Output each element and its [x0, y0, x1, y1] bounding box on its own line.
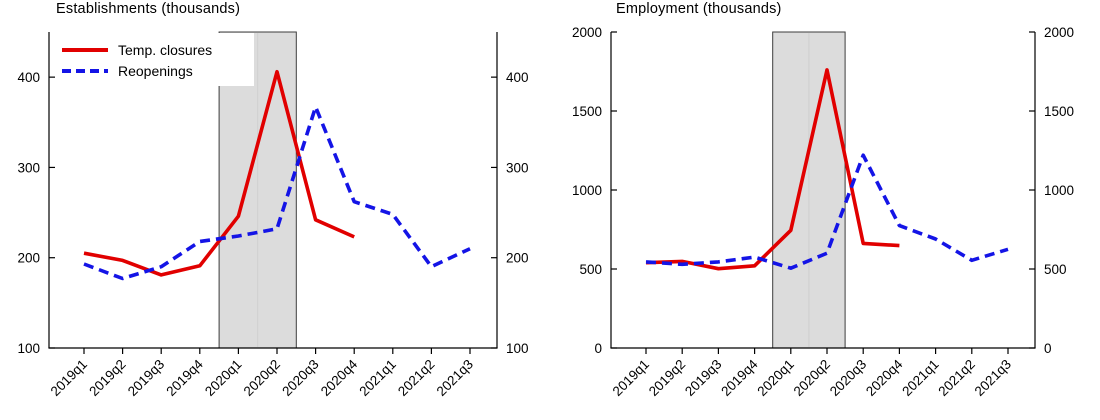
svg-text:2019q3: 2019q3 [682, 357, 724, 399]
svg-text:1000: 1000 [572, 183, 602, 198]
svg-text:2000: 2000 [1044, 25, 1074, 40]
svg-text:2021q3: 2021q3 [434, 357, 476, 399]
svg-text:2021q1: 2021q1 [356, 357, 398, 399]
svg-text:2019q1: 2019q1 [48, 357, 90, 399]
svg-text:2019q3: 2019q3 [125, 357, 167, 399]
svg-text:2020q3: 2020q3 [279, 357, 321, 399]
legend: Temp. closures Reopenings [56, 33, 254, 86]
svg-text:2020q1: 2020q1 [754, 357, 796, 399]
svg-text:1500: 1500 [572, 104, 602, 119]
legend-item-temp-closures: Temp. closures [62, 39, 250, 60]
svg-text:2019q2: 2019q2 [646, 357, 688, 399]
legend-item-reopenings: Reopenings [62, 60, 250, 81]
svg-text:2019q1: 2019q1 [610, 357, 652, 399]
svg-text:2020q4: 2020q4 [863, 356, 906, 399]
svg-text:400: 400 [17, 70, 40, 85]
employment-panel-title: Employment (thousands) [616, 1, 782, 17]
svg-text:2020q3: 2020q3 [827, 357, 869, 399]
svg-text:2019q4: 2019q4 [718, 356, 761, 399]
svg-text:2020q2: 2020q2 [241, 357, 283, 399]
svg-text:2021q1: 2021q1 [899, 357, 941, 399]
svg-text:0: 0 [594, 341, 602, 356]
temp-closures-line-icon [62, 47, 108, 52]
svg-text:400: 400 [506, 70, 529, 85]
svg-text:1000: 1000 [1044, 183, 1074, 198]
svg-text:2021q2: 2021q2 [935, 357, 977, 399]
svg-text:2020q4: 2020q4 [318, 356, 361, 399]
svg-text:100: 100 [17, 341, 40, 356]
legend-label-temp-closures: Temp. closures [118, 41, 213, 58]
svg-text:200: 200 [506, 251, 529, 266]
svg-text:1500: 1500 [1044, 104, 1074, 119]
svg-text:2020q2: 2020q2 [791, 357, 833, 399]
svg-text:500: 500 [579, 262, 602, 277]
svg-text:500: 500 [1044, 262, 1067, 277]
svg-text:300: 300 [506, 160, 529, 175]
svg-text:2019q2: 2019q2 [86, 357, 128, 399]
legend-label-reopenings: Reopenings [118, 62, 193, 79]
svg-text:100: 100 [506, 341, 529, 356]
svg-text:2019q4: 2019q4 [163, 356, 206, 399]
establishments-panel-title: Establishments (thousands) [56, 1, 241, 17]
employment-panel: Employment (thousands) 0 0 500 500 1000 1000 1… [550, 0, 1100, 420]
svg-text:2021q2: 2021q2 [395, 357, 437, 399]
svg-text:200: 200 [17, 251, 40, 266]
svg-text:2000: 2000 [572, 25, 602, 40]
reopenings-line-icon [62, 68, 108, 73]
svg-text:2021q3: 2021q3 [972, 357, 1014, 399]
svg-text:0: 0 [1044, 341, 1052, 356]
establishments-panel: Establishments (thousands) 100 100 200 200 3… [17, 1, 529, 399]
svg-text:300: 300 [17, 160, 40, 175]
svg-text:2020q1: 2020q1 [202, 357, 244, 399]
